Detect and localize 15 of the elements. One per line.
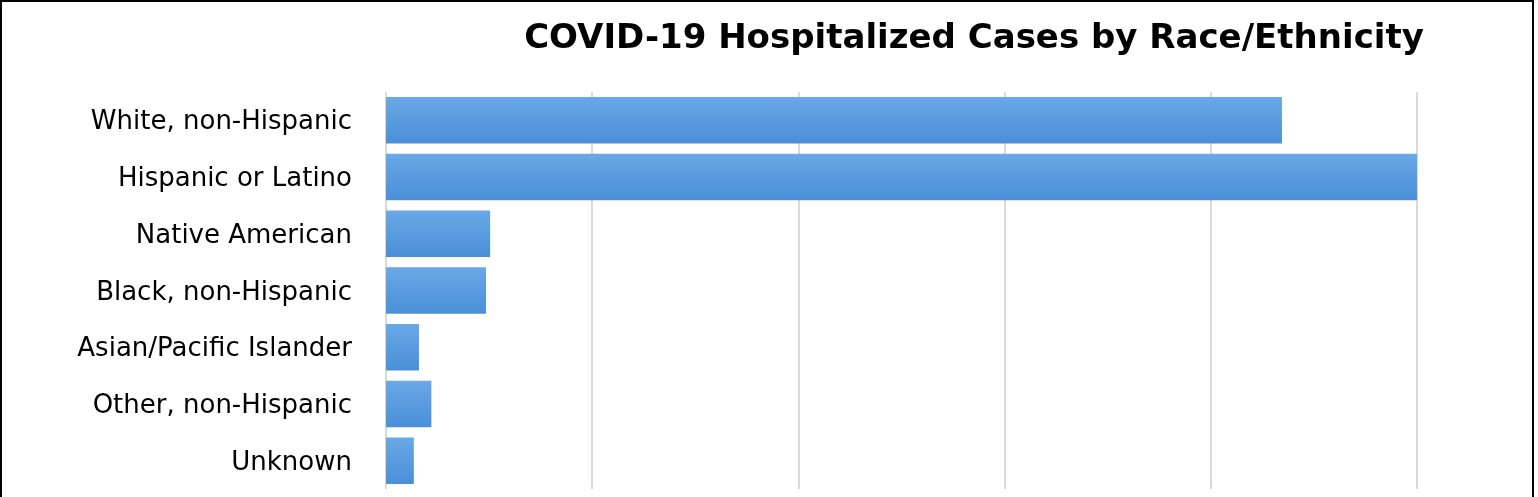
y-tick-label: Unknown xyxy=(231,445,352,476)
bar xyxy=(386,210,491,258)
y-tick-label: Hispanic or Latino xyxy=(117,162,352,193)
y-tick-label: White, non-Hispanic xyxy=(90,105,352,136)
bar xyxy=(386,380,432,428)
bar xyxy=(386,437,414,484)
y-tick-label: Asian/Pacific Islander xyxy=(77,332,353,363)
y-tick-label: Other, non-Hispanic xyxy=(92,388,352,419)
bar xyxy=(386,323,419,371)
bar xyxy=(386,267,487,314)
y-tick-label: Black, non-Hispanic xyxy=(96,275,352,306)
y-tick-label: Native American xyxy=(135,218,352,249)
chart-title: COVID-19 Hospitalized Cases by Race/Ethnicity xyxy=(524,16,1424,56)
bar xyxy=(386,97,1282,144)
bar xyxy=(386,153,1417,201)
